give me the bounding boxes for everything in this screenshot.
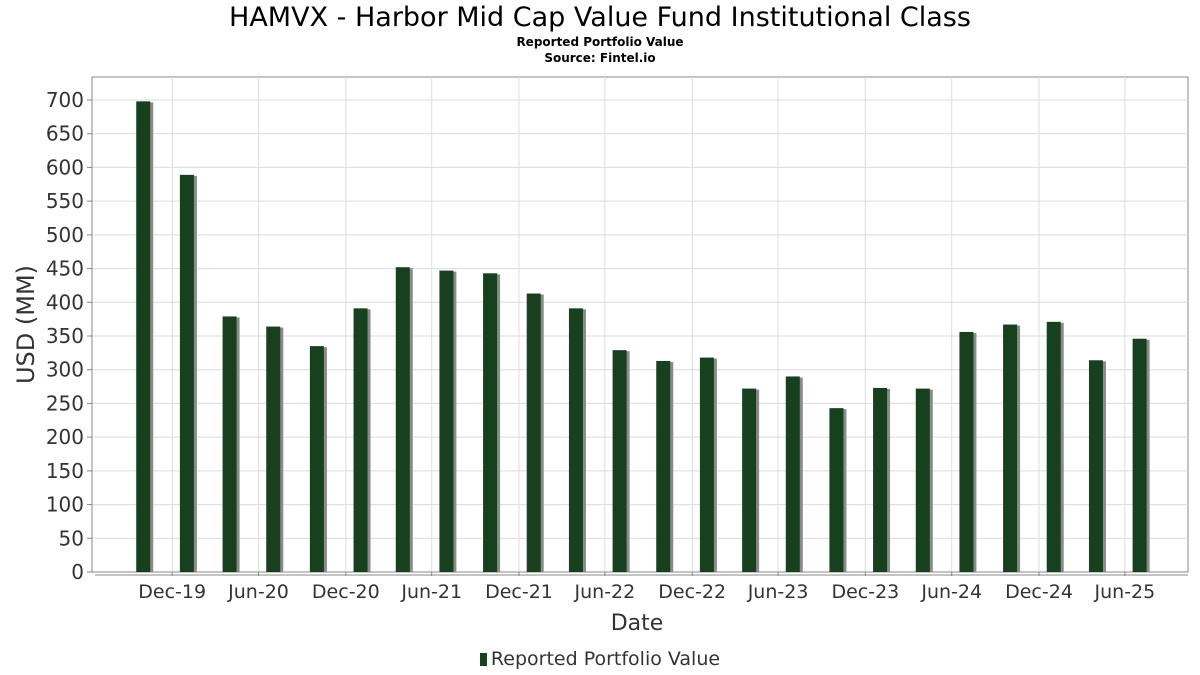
bar bbox=[699, 357, 714, 572]
bar bbox=[785, 376, 800, 572]
bar bbox=[136, 101, 151, 572]
bar bbox=[1132, 338, 1147, 572]
x-tick-label: Dec-19 bbox=[138, 581, 206, 603]
bar bbox=[439, 270, 454, 572]
legend-label: Reported Portfolio Value bbox=[490, 648, 721, 670]
bar bbox=[526, 293, 541, 572]
bar bbox=[309, 346, 324, 572]
y-tick-label: 0 bbox=[71, 560, 84, 584]
bar bbox=[395, 267, 410, 572]
chart-legend: Reported Portfolio Value bbox=[0, 648, 1200, 670]
y-tick-label: 600 bbox=[46, 155, 84, 179]
x-tick-label: Dec-24 bbox=[1005, 581, 1073, 603]
chart-source: Source: Fintel.io bbox=[544, 51, 656, 65]
bar bbox=[179, 174, 194, 573]
y-tick-label: 700 bbox=[46, 88, 84, 112]
x-tick-label: Dec-20 bbox=[312, 581, 380, 603]
y-tick-label: 650 bbox=[46, 122, 84, 146]
x-tick-label: Dec-22 bbox=[658, 581, 726, 603]
bar bbox=[915, 388, 930, 572]
y-tick-label: 400 bbox=[46, 290, 84, 314]
y-tick-label: 500 bbox=[46, 223, 84, 247]
bar bbox=[873, 387, 888, 572]
x-tick-label: Jun-22 bbox=[574, 581, 636, 603]
chart-title: HAMVX - Harbor Mid Cap Value Fund Instit… bbox=[229, 2, 971, 33]
y-tick-label: 100 bbox=[46, 493, 84, 517]
bar bbox=[829, 408, 844, 572]
y-tick-label: 250 bbox=[46, 391, 84, 415]
x-tick-label: Jun-21 bbox=[400, 581, 462, 603]
bar bbox=[353, 308, 368, 572]
bar bbox=[222, 316, 237, 572]
bar bbox=[959, 331, 974, 572]
x-axis-label: Date bbox=[611, 611, 664, 636]
plot-area bbox=[91, 76, 1189, 573]
bar-swatch-icon bbox=[479, 653, 487, 666]
x-tick-label: Jun-25 bbox=[1094, 581, 1156, 603]
bar bbox=[742, 388, 757, 572]
y-tick-label: 200 bbox=[46, 425, 84, 449]
bar bbox=[568, 308, 583, 572]
x-tick-label: Dec-21 bbox=[485, 581, 553, 603]
bar bbox=[483, 273, 498, 572]
y-tick-label: 300 bbox=[46, 358, 84, 382]
y-axis-label: USD (MM) bbox=[12, 265, 40, 384]
y-tick-label: 350 bbox=[46, 324, 84, 348]
y-tick-label: 50 bbox=[59, 526, 84, 550]
chart-subtitle: Reported Portfolio Value bbox=[516, 35, 684, 49]
y-tick-label: 550 bbox=[46, 189, 84, 213]
bar bbox=[612, 350, 627, 572]
x-tick-label: Dec-23 bbox=[831, 581, 899, 603]
x-tick-label: Jun-24 bbox=[920, 581, 982, 603]
y-tick-label: 450 bbox=[46, 257, 84, 281]
bar bbox=[266, 326, 281, 572]
x-tick-label: Jun-23 bbox=[747, 581, 809, 603]
bar bbox=[1003, 324, 1018, 572]
bar bbox=[656, 360, 671, 572]
y-tick-label: 150 bbox=[46, 459, 84, 483]
x-tick-label: Jun-20 bbox=[227, 581, 289, 603]
bar bbox=[1088, 360, 1103, 572]
bar bbox=[1046, 321, 1061, 572]
